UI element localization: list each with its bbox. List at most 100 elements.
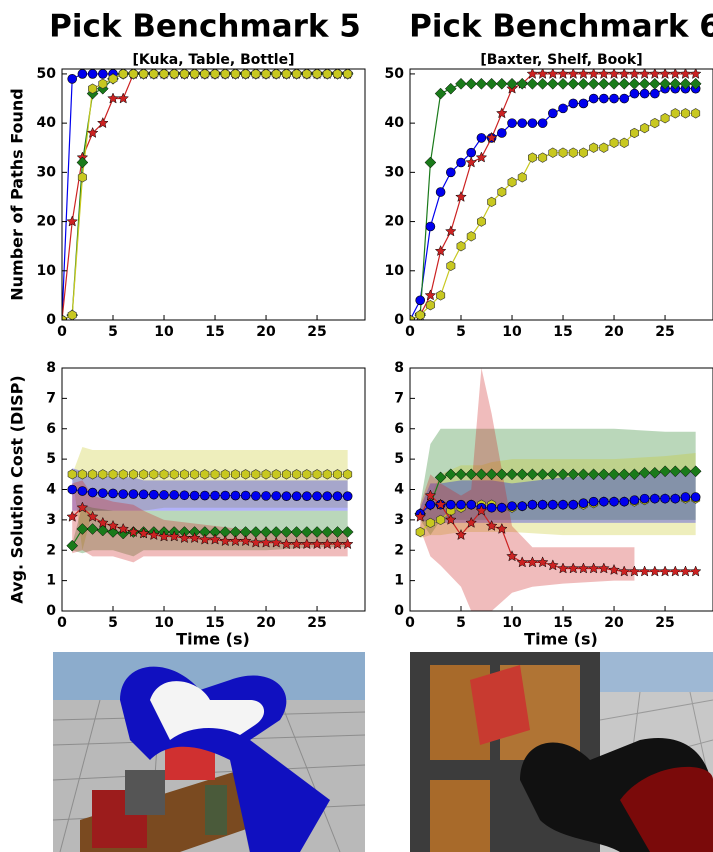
marker (517, 501, 528, 512)
marker (679, 465, 692, 478)
marker (312, 469, 322, 480)
marker (239, 534, 252, 547)
marker (118, 489, 129, 499)
y-tick-label: 20 (385, 214, 405, 230)
marker (597, 468, 610, 481)
marker (249, 536, 262, 548)
marker (425, 300, 435, 311)
marker (322, 469, 332, 480)
marker (159, 69, 169, 80)
marker (465, 516, 478, 528)
marker (128, 489, 139, 499)
marker (587, 562, 600, 574)
marker (507, 177, 517, 188)
x-tick-label: 20 (604, 324, 624, 340)
marker (577, 562, 590, 574)
marker (149, 489, 159, 500)
marker (588, 496, 599, 507)
marker (291, 491, 302, 501)
marker (650, 88, 660, 99)
marker (435, 187, 446, 197)
marker (179, 490, 190, 501)
marker (608, 563, 620, 575)
marker (650, 117, 660, 129)
marker (117, 92, 130, 104)
marker (577, 77, 590, 90)
marker (526, 69, 539, 79)
marker (608, 77, 620, 90)
marker (538, 152, 548, 163)
marker (98, 488, 108, 498)
marker (597, 562, 610, 574)
marker (455, 468, 467, 481)
marker (527, 152, 537, 163)
marker (557, 69, 569, 79)
marker (506, 550, 518, 562)
marker (639, 88, 650, 99)
marker (475, 504, 488, 516)
marker (466, 147, 477, 158)
marker (149, 69, 159, 80)
marker (578, 498, 589, 508)
marker (444, 225, 457, 237)
series-line (419, 496, 696, 515)
marker (321, 526, 334, 538)
x-tick-label: 10 (502, 324, 522, 340)
marker (290, 526, 303, 538)
series-line (62, 73, 348, 320)
marker (67, 484, 78, 495)
marker (536, 556, 549, 568)
marker (107, 92, 119, 104)
marker (526, 77, 539, 90)
marker (76, 501, 89, 513)
y-tick-label: 0 (46, 603, 56, 619)
marker (159, 469, 169, 480)
plot-area (414, 368, 702, 611)
marker (558, 499, 568, 510)
marker (495, 522, 508, 534)
y-tick-label: 40 (385, 115, 405, 131)
x-tick-label: 15 (205, 615, 224, 631)
marker (108, 73, 118, 84)
marker (628, 565, 641, 577)
marker (322, 69, 332, 80)
marker (548, 108, 558, 119)
marker (599, 142, 609, 153)
marker (628, 77, 641, 90)
marker (638, 69, 651, 79)
marker (619, 137, 629, 148)
x-tick-label: 5 (456, 324, 466, 340)
marker (332, 469, 342, 480)
marker (506, 77, 518, 90)
y-tick-label: 1 (394, 573, 404, 589)
marker (689, 77, 702, 90)
marker (679, 77, 692, 90)
marker (436, 514, 446, 526)
marker (456, 157, 466, 168)
marker (526, 556, 539, 568)
marker (341, 538, 354, 550)
marker (66, 510, 79, 522)
series-line (62, 73, 348, 320)
marker (526, 468, 539, 481)
marker (456, 499, 466, 510)
marker (424, 489, 437, 501)
marker (271, 491, 282, 501)
marker (659, 69, 671, 79)
marker (210, 469, 220, 480)
marker (680, 492, 691, 502)
marker (669, 465, 682, 478)
y-tick-label: 30 (37, 164, 57, 180)
marker (557, 77, 569, 90)
marker (290, 538, 303, 550)
y-tick-label: 20 (37, 214, 57, 230)
marker (639, 493, 650, 504)
x-tick-label: 25 (655, 615, 674, 631)
marker (77, 172, 87, 183)
x-tick-label: 15 (553, 615, 572, 631)
x-tick-label: 25 (307, 615, 326, 631)
y-tick-label: 5 (46, 451, 56, 467)
y-tick-label: 8 (46, 360, 56, 376)
marker (220, 69, 230, 80)
marker (87, 487, 98, 498)
